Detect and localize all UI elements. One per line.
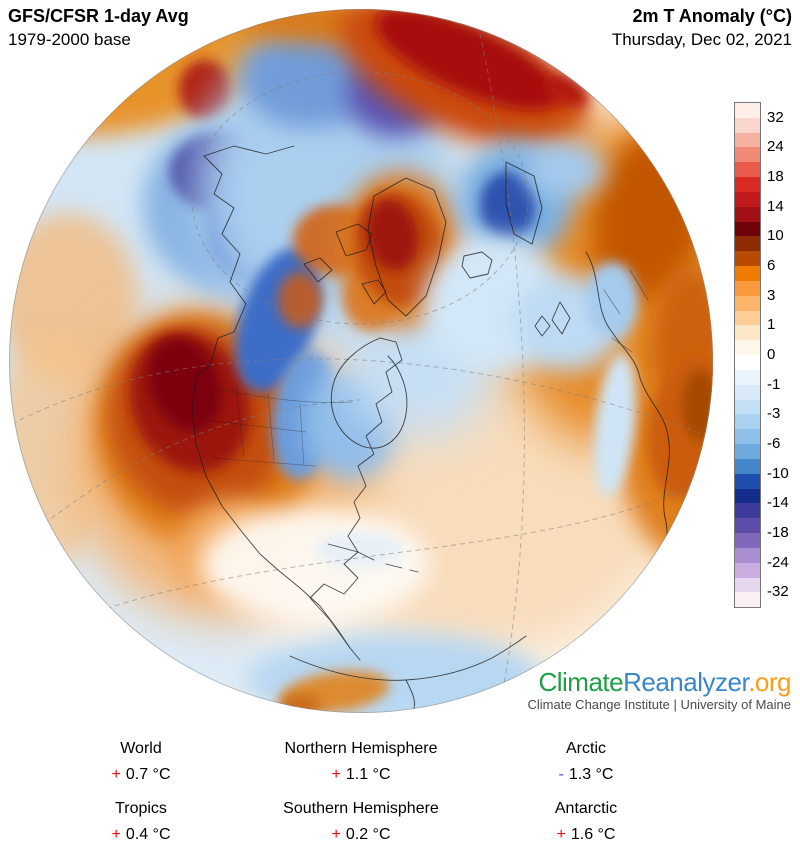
colorbar-band — [735, 117, 760, 133]
sign: + — [556, 826, 566, 843]
colorbar-band — [735, 518, 760, 534]
colorbar-band — [735, 103, 760, 118]
colorbar-band — [735, 562, 760, 578]
dataset-title: GFS/CFSR 1-day Avg — [8, 6, 189, 26]
colorbar-band — [735, 384, 760, 400]
colorbar-band — [735, 355, 760, 370]
colorbar-tick: 24 — [767, 138, 784, 156]
colorbar-band — [735, 162, 760, 178]
colorbar-band — [735, 533, 760, 548]
colorbar-tick: -24 — [767, 553, 789, 571]
colorbar-tick: -3 — [767, 405, 781, 423]
colorbar-band — [735, 414, 760, 430]
sign: + — [111, 766, 121, 783]
colorbar-band — [735, 488, 760, 504]
coastlines — [191, 145, 670, 709]
colorbar-band — [735, 147, 760, 163]
value: 0.2 °C — [345, 826, 391, 843]
logo-part-reanalyzer: Reanalyzer — [623, 667, 749, 697]
value: 1.3 °C — [568, 766, 614, 783]
colorbar-band — [735, 340, 760, 356]
sign: + — [111, 826, 121, 843]
colorbar-tick: 3 — [767, 286, 776, 304]
sign: + — [331, 766, 341, 783]
colorbar-tick: -10 — [767, 464, 789, 482]
stat-arctic: Arctic -1.3 °C — [558, 740, 614, 783]
stat-tropics: Tropics +0.4 °C — [111, 800, 171, 843]
logo-link[interactable]: ClimateReanalyzer.org — [528, 667, 791, 697]
colorbar-band — [735, 206, 760, 222]
colorbar-band — [735, 577, 760, 593]
sign: + — [331, 826, 341, 843]
stat-world: World +0.7 °C — [111, 740, 171, 783]
colorbar-tick: 14 — [767, 197, 784, 215]
colorbar-tick: -18 — [767, 523, 789, 541]
value: 1.1 °C — [345, 766, 391, 783]
colorbar-band — [735, 266, 760, 281]
colorbar-tick: -6 — [767, 434, 781, 452]
colorbar-ticks: 32 24 18 14 10 6 3 1 0 -1 -3 -6 -10 -14 -18 -24 -32 — [767, 0, 800, 700]
colorbar-tick: 10 — [767, 227, 784, 245]
graticule — [11, 15, 709, 707]
colorbar — [734, 102, 761, 608]
colorbar-tick: -32 — [767, 583, 789, 601]
colorbar-band — [735, 251, 760, 267]
state-borders — [203, 385, 353, 467]
variable-title: 2m T Anomaly (°C) — [632, 6, 792, 26]
date-label: Thursday, Dec 02, 2021 — [611, 30, 792, 49]
colorbar-tick: 1 — [767, 316, 776, 334]
colorbar-band — [735, 177, 760, 192]
colorbar-band — [735, 310, 760, 326]
colorbar-band — [735, 191, 760, 207]
colorbar-tick: 0 — [767, 346, 776, 363]
colorbar-band — [735, 295, 760, 311]
stat-southern-hemisphere: Southern Hemisphere +0.2 °C — [283, 800, 439, 843]
colorbar-tick: 18 — [767, 168, 784, 186]
value: 1.6 °C — [570, 826, 616, 843]
colorbar-band — [735, 547, 760, 563]
logo-part-climate: Climate — [538, 667, 624, 697]
colorbar-band — [735, 221, 760, 237]
header-left: GFS/CFSR 1-day Avg 1979-2000 base — [8, 5, 189, 51]
value: 0.4 °C — [125, 826, 171, 843]
logo: ClimateReanalyzer.org Climate Change Ins… — [528, 668, 792, 712]
colorbar-band — [735, 429, 760, 445]
logo-subtitle: Climate Change Institute | University of… — [527, 697, 792, 712]
colorbar-tick: 6 — [767, 257, 776, 275]
colorbar-band — [735, 132, 760, 148]
colorbar-band — [735, 592, 760, 608]
colorbar-band — [735, 369, 760, 385]
colorbar-band — [735, 399, 760, 415]
globe-rim — [9, 9, 713, 713]
header-right: 2m T Anomaly (°C) Thursday, Dec 02, 2021 — [612, 5, 792, 51]
colorbar-band — [735, 503, 760, 519]
value: 0.7 °C — [125, 766, 171, 783]
baseline-subtitle: 1979-2000 base — [8, 30, 131, 49]
colorbar-band — [735, 236, 760, 252]
stat-antarctic: Antarctic +1.6 °C — [554, 800, 618, 843]
colorbar-tick: 32 — [767, 108, 784, 126]
logo-part-org: .org — [748, 667, 791, 697]
globe-map — [9, 9, 713, 713]
colorbar-tick: -1 — [767, 375, 781, 393]
colorbar-band — [735, 473, 760, 489]
colorbar-band — [735, 280, 760, 296]
colorbar-band — [735, 444, 760, 459]
colorbar-band — [735, 325, 760, 341]
colorbar-band — [735, 458, 760, 474]
stat-northern-hemisphere: Northern Hemisphere +1.1 °C — [284, 740, 438, 783]
sign: - — [558, 766, 564, 783]
colorbar-tick: -14 — [767, 494, 789, 512]
